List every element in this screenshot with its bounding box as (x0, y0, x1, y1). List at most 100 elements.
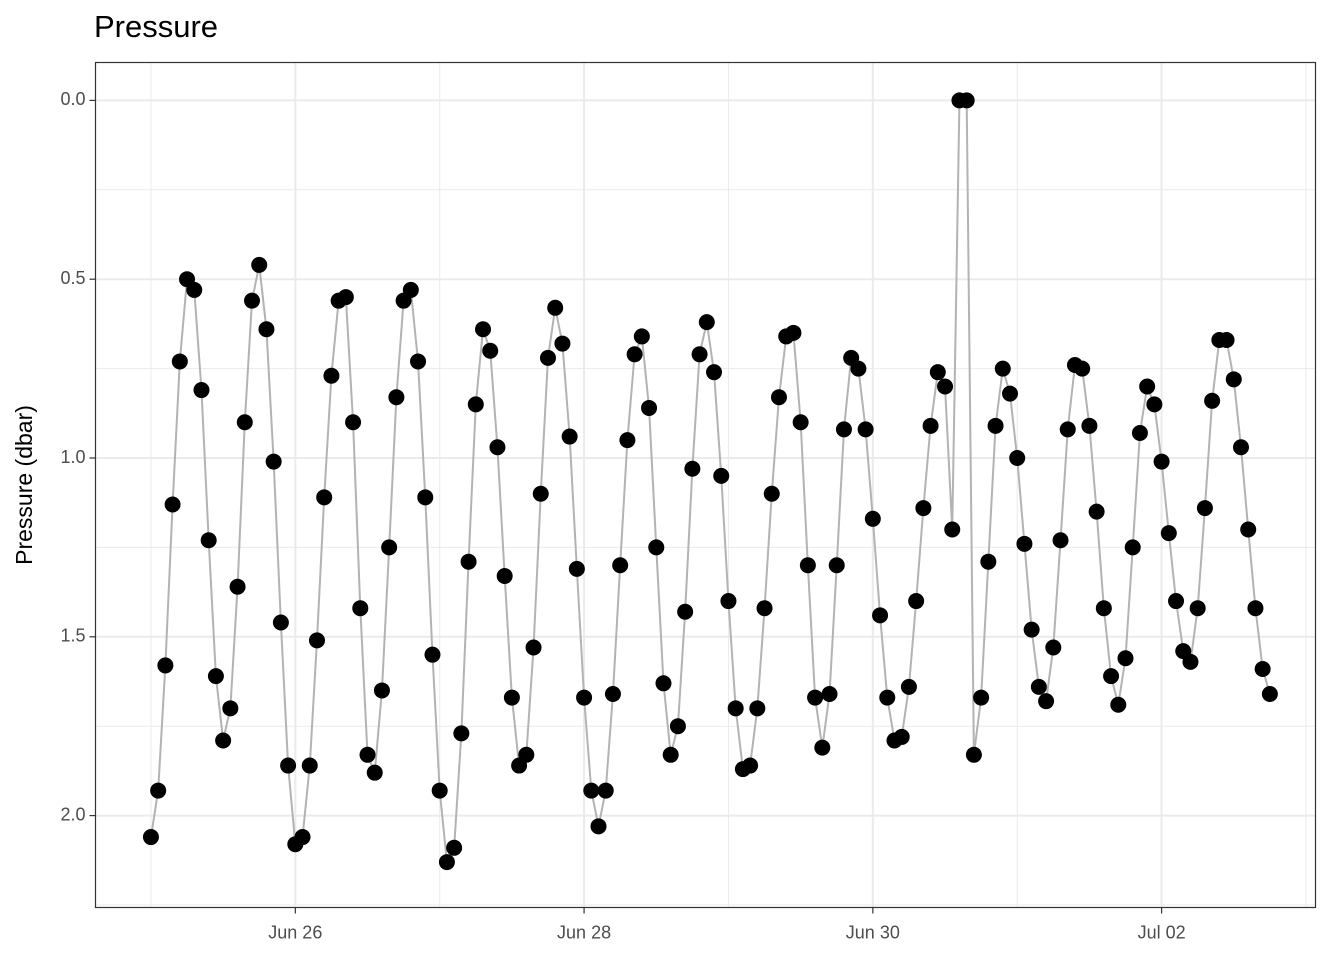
y-tick-label: 0.0 (60, 89, 85, 109)
point (612, 557, 629, 574)
point (424, 646, 441, 663)
point (677, 603, 694, 620)
line (149, 99, 1271, 866)
point (207, 668, 224, 685)
point (1095, 600, 1112, 617)
point (496, 568, 513, 585)
point (1225, 371, 1242, 388)
point (713, 467, 730, 484)
point (1233, 439, 1250, 456)
point (568, 560, 585, 577)
point (908, 593, 925, 610)
point (669, 718, 686, 735)
point (438, 854, 455, 871)
point (222, 700, 239, 717)
point (345, 414, 362, 431)
point (1160, 525, 1177, 542)
point (727, 700, 744, 717)
point (785, 324, 802, 341)
point (1139, 378, 1156, 395)
x-tick-label: Jul 02 (1138, 922, 1186, 942)
point (503, 689, 520, 706)
point (872, 607, 889, 624)
point (352, 600, 369, 617)
marks (142, 92, 1278, 871)
point (763, 485, 780, 502)
point (539, 349, 556, 366)
point (590, 818, 607, 835)
point (157, 657, 174, 674)
point (316, 489, 333, 506)
y-axis-title: Pressure (dbar) (11, 405, 37, 565)
point (1196, 500, 1213, 517)
point (835, 421, 852, 438)
point (525, 639, 542, 656)
point (561, 428, 578, 445)
point (742, 757, 759, 774)
point (1052, 532, 1069, 549)
point (807, 689, 824, 706)
point (142, 829, 159, 846)
point (460, 553, 477, 570)
point (229, 578, 246, 595)
point (1074, 360, 1091, 377)
point (1001, 385, 1018, 402)
point (626, 346, 643, 363)
point (272, 614, 289, 631)
x-tick-label: Jun 28 (557, 922, 611, 942)
point (944, 521, 961, 538)
point (1240, 521, 1257, 538)
point (373, 682, 390, 699)
point (900, 678, 917, 695)
point (641, 399, 658, 416)
point (648, 539, 665, 556)
point (453, 725, 470, 742)
point (698, 314, 715, 331)
point (1131, 424, 1148, 441)
chart-title: Pressure (94, 9, 218, 44)
point (489, 439, 506, 456)
point (1016, 535, 1033, 552)
point (193, 382, 210, 399)
point (1117, 650, 1134, 667)
point (850, 360, 867, 377)
point (1168, 593, 1185, 610)
point (236, 414, 253, 431)
point (922, 417, 939, 434)
point (1182, 653, 1199, 670)
point (518, 746, 535, 763)
point (1247, 600, 1264, 617)
point (965, 746, 982, 763)
point (417, 489, 434, 506)
point (251, 256, 268, 273)
point (1254, 660, 1271, 677)
point (301, 757, 318, 774)
point (1081, 417, 1098, 434)
point (994, 360, 1011, 377)
point (431, 782, 448, 799)
point (604, 686, 621, 703)
point (200, 532, 217, 549)
x-tick-label: Jun 26 (268, 922, 322, 942)
point (482, 342, 499, 359)
point (1146, 396, 1163, 413)
point (770, 389, 787, 406)
point (1153, 453, 1170, 470)
point (294, 829, 311, 846)
point (937, 378, 954, 395)
point (1045, 639, 1062, 656)
point (915, 500, 932, 517)
point (280, 757, 297, 774)
point (366, 764, 383, 781)
x-tick-label: Jun 30 (846, 922, 900, 942)
point (323, 367, 340, 384)
point (706, 364, 723, 381)
point (186, 281, 203, 298)
point (857, 421, 874, 438)
point (467, 396, 484, 413)
point (265, 453, 282, 470)
point (164, 496, 181, 513)
point (1038, 693, 1055, 710)
point (410, 353, 427, 370)
